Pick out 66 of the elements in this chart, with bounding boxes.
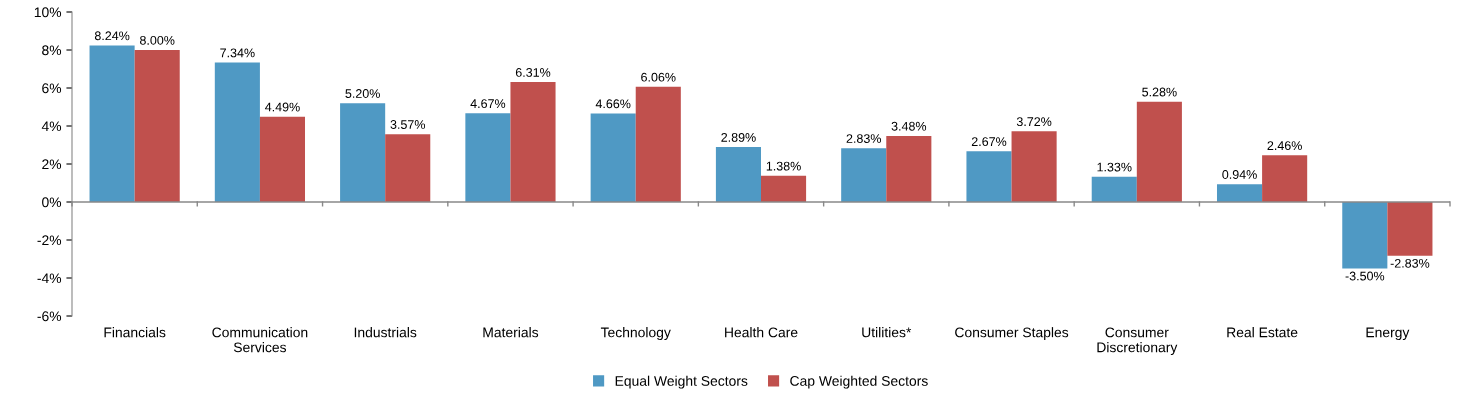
- y-tick-label: 6%: [42, 83, 62, 94]
- x-tick-label: Consumer Staples: [955, 327, 1069, 341]
- y-tick-label: -4%: [37, 273, 62, 284]
- y-tick-label: 8%: [42, 45, 62, 56]
- x-tick-label: Consumer Discretionary: [1097, 327, 1178, 356]
- data-label: 2.46%: [1267, 141, 1302, 151]
- bar: [1262, 155, 1308, 202]
- data-label: 2.67%: [971, 137, 1007, 147]
- data-label: 6.31%: [515, 68, 551, 77]
- bar: [510, 82, 556, 202]
- data-label: -2.83%: [1390, 258, 1430, 268]
- data-label: 5.28%: [1142, 87, 1177, 97]
- x-tick-label: Financials: [104, 327, 166, 338]
- bar: [259, 116, 306, 202]
- bar: [340, 103, 386, 202]
- bar: [1011, 131, 1057, 202]
- bar: [134, 50, 180, 202]
- x-tick-label: Industrials: [354, 327, 417, 338]
- y-tick-label: 4%: [41, 121, 62, 132]
- bar: [89, 45, 135, 202]
- data-label: 4.66%: [595, 99, 631, 109]
- data-label: 2.83%: [846, 134, 881, 143]
- x-tick-label: Energy: [1366, 327, 1410, 341]
- bar: [761, 175, 807, 202]
- data-label: 0.94%: [1222, 170, 1257, 179]
- bar: [715, 147, 761, 202]
- bar: [886, 135, 932, 202]
- data-label: 1.38%: [766, 161, 801, 171]
- x-tick-label: Utilities*: [862, 327, 912, 338]
- data-label: 3.57%: [390, 120, 426, 129]
- data-label: 4.49%: [265, 102, 300, 112]
- data-label: 5.20%: [345, 89, 380, 98]
- bar: [966, 151, 1012, 202]
- bar: [214, 62, 260, 202]
- data-label: 3.72%: [1016, 117, 1052, 127]
- x-tick-label: Communication Services: [212, 327, 308, 353]
- bar: [1342, 202, 1388, 269]
- y-tick-label: 10%: [34, 7, 62, 18]
- x-tick-label: Real Estate: [1227, 327, 1298, 338]
- data-label: 7.34%: [220, 48, 255, 58]
- data-label: 1.33%: [1097, 162, 1132, 172]
- y-tick-label: -6%: [37, 311, 62, 322]
- bar: [1136, 101, 1182, 202]
- x-tick-label: Technology: [600, 327, 671, 341]
- data-label: 2.89%: [721, 132, 756, 142]
- legend-label: Equal Weight Sectors: [615, 375, 748, 389]
- y-tick-label: 2%: [42, 159, 62, 170]
- bar: [590, 113, 636, 202]
- bar: [1216, 184, 1263, 202]
- y-tick-label: -2%: [37, 235, 62, 246]
- bar: [385, 134, 431, 202]
- bar: [841, 148, 887, 202]
- data-label: 3.48%: [891, 121, 927, 131]
- x-tick-label: Health Care: [725, 327, 798, 338]
- bar: [465, 113, 511, 202]
- data-label: 8.24%: [94, 31, 130, 41]
- data-label: 6.06%: [641, 72, 676, 82]
- bar: [635, 86, 681, 202]
- data-label: -3.50%: [1345, 271, 1385, 281]
- legend-label: Cap Weighted Sectors: [790, 375, 928, 389]
- y-tick-label: 0%: [42, 197, 62, 208]
- bar: [1091, 176, 1137, 202]
- data-label: 4.67%: [470, 99, 506, 109]
- x-tick-label: Materials: [483, 327, 539, 338]
- bar: [1387, 202, 1433, 256]
- data-label: 8.00%: [140, 35, 175, 45]
